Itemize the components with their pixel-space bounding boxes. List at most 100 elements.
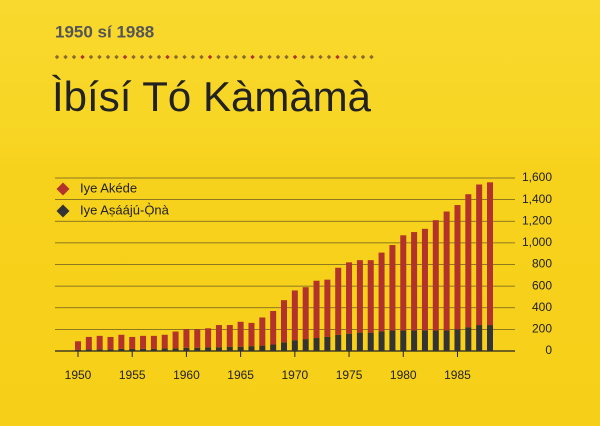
y-tick-label: 1,400 [522,192,552,206]
bar-segment [270,344,277,351]
bar-segment [443,211,450,331]
bar-segment [281,300,287,343]
y-tick-label: 200 [532,322,552,336]
divider-dot [335,54,340,60]
legend-label: Iye Akéde [80,180,137,195]
bar-segment [226,346,233,351]
divider-dot [275,54,281,60]
divider-dot [97,54,102,60]
bar-segment [215,347,222,351]
bar-segment [237,321,244,347]
bar-segment [432,220,439,331]
divider-dot [131,54,136,60]
bar-segment [259,345,266,351]
bar-segment [302,287,309,340]
bar-segment [140,335,147,349]
divider-dot [199,54,204,60]
bar-segment [378,252,385,332]
divider-dot [224,54,230,60]
bar-segment [205,347,212,351]
bar-segment [302,339,309,351]
bar-segment [356,332,363,351]
bar-segment [378,331,385,351]
bar-segment [476,184,483,326]
divider-dot [216,54,221,60]
bar-segment [421,228,428,331]
divider-dot [88,54,94,60]
divider-dot [156,54,162,60]
bar-segment [411,330,418,351]
divider-dot [148,54,153,60]
divider-dot [309,54,315,60]
bar-segment [248,346,255,351]
bar-segment [367,332,374,351]
bar-segment [194,347,201,351]
divider-dot [352,54,357,60]
bar-segment [96,349,103,351]
x-tick-label: 1980 [390,368,417,382]
bar-segment [150,335,157,349]
divider-dot [54,54,60,60]
divider-dot [292,54,298,60]
bar-segment [161,348,168,351]
bar-segment [172,348,179,351]
bar-segment [183,347,190,351]
divider-dot [326,54,332,60]
bar-segment [75,349,81,351]
bar-segment [291,290,298,341]
bar-segment [118,334,125,349]
bar-segment [259,317,266,346]
divider-dot [71,54,77,60]
bar-segment [421,330,428,351]
bar-segment [324,336,331,351]
bar-segment [487,325,493,351]
bar-segment [346,262,353,334]
y-tick-label: 1,000 [522,235,552,249]
bar-segment [465,194,472,328]
bar-segment [118,348,125,351]
bar-segment [107,336,114,350]
bar-segment [400,235,407,331]
bar-segment [487,182,493,326]
bar-segment [346,333,353,351]
bar-segment [432,330,439,351]
divider-dot [241,54,247,60]
legend-marker [56,182,70,196]
divider-dot [267,54,272,60]
bar-segment [356,260,363,333]
bar-segment [367,260,374,333]
x-tick-label: 1960 [173,368,200,382]
divider-dot [114,54,119,60]
divider-dot [165,54,170,60]
divider-dot [105,54,111,60]
divider-dot [139,54,145,60]
divider-dot [284,54,289,60]
bar-segment [400,330,407,351]
y-tick-label: 1,600 [522,170,552,184]
subtitle: 1950 sí 1988 [55,22,154,41]
bar-segment [389,245,396,331]
bar-segment [465,327,472,351]
bar-segment [313,338,320,351]
bar-segment [85,349,92,351]
bar-segment [476,325,483,351]
x-tick-label: 1970 [281,368,308,382]
bar-segment [389,330,396,351]
x-tick-label: 1965 [227,368,254,382]
bar-segment [75,341,81,350]
bar-segment [215,325,222,348]
legend-marker [56,204,70,218]
bar-segment [443,330,450,351]
bar-segment [248,322,255,347]
bar-segment [291,340,298,351]
y-tick-label: 1,200 [522,213,552,227]
divider-dot [63,54,68,60]
x-tick-label: 1975 [336,368,363,382]
bar-segment [411,232,418,331]
bar-segment [281,342,287,351]
bar-segment [107,349,114,351]
bar-segment [270,310,277,345]
x-tick-label: 1950 [65,368,92,382]
